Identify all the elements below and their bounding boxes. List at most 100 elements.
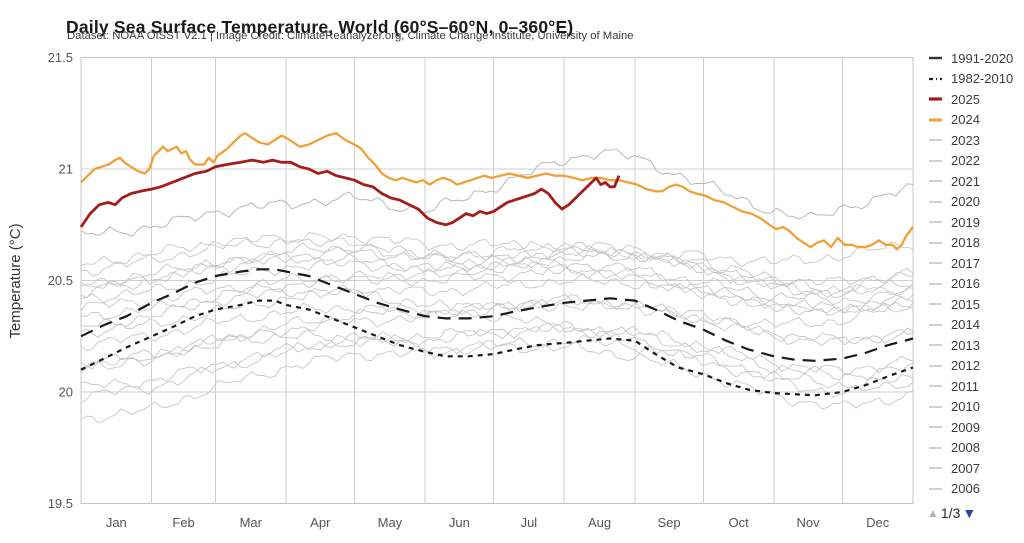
legend-swatch [929, 139, 942, 142]
series-line-2023 [80, 148, 914, 237]
legend-swatch [929, 180, 942, 183]
y-tick-label: 19.5 [48, 496, 73, 511]
series-line-2022 [80, 240, 914, 294]
legend-item-label: 1991-2020 [951, 50, 1014, 66]
x-tick-label: Feb [172, 515, 194, 530]
series-line-2020 [80, 232, 914, 299]
legend-item-label: 2009 [951, 419, 980, 435]
y-axis-title: Temperature (°C) [7, 223, 24, 338]
series-line-2015 [80, 241, 914, 320]
y-tick-label: 20.5 [48, 273, 73, 288]
x-tick-label: Mar [240, 515, 263, 530]
legend-item-2024[interactable]: 2024 [928, 110, 1013, 131]
series-line-2012 [80, 293, 914, 375]
series-line-2021 [80, 244, 913, 304]
series-line-2013 [80, 294, 914, 352]
legend-item-2018[interactable]: 2018 [928, 233, 1013, 254]
x-tick-label: Nov [797, 515, 821, 530]
series-line-2025 [79, 158, 621, 228]
legend-item-2011[interactable]: 2011 [928, 376, 1013, 397]
legend-page-up-icon[interactable]: ▲ [927, 506, 939, 520]
legend-swatch [929, 405, 942, 408]
legend-item-label: 2014 [951, 317, 980, 333]
legend-item-2012[interactable]: 2012 [928, 356, 1013, 377]
legend-swatch [929, 200, 942, 203]
legend-item-2019[interactable]: 2019 [928, 212, 1013, 233]
axis-labels: 21.5 21 20.5 20 19.5 Jan Feb Mar Apr May Jun Jul Aug… [7, 50, 890, 530]
legend-swatch [929, 159, 942, 162]
legend-item-2022[interactable]: 2022 [928, 151, 1013, 172]
series-line-2009 [80, 299, 914, 370]
series-lines [79, 132, 914, 424]
series-line-2007 [80, 329, 914, 410]
legend-swatch [929, 241, 942, 244]
series-line-2011 [80, 323, 914, 390]
x-tick-label: Aug [588, 515, 611, 530]
legend-item-2010[interactable]: 2010 [928, 397, 1013, 418]
legend-item-label: 2018 [951, 235, 980, 251]
legend-item-label: 2025 [951, 91, 980, 107]
legend-item-label: 2007 [951, 460, 980, 476]
legend-item-label: 2013 [951, 337, 980, 353]
grid [80, 57, 914, 504]
y-tick-label: 21.5 [48, 50, 73, 65]
series-line-2019 [80, 242, 914, 299]
legend-swatch [929, 467, 942, 470]
legend-item-2016[interactable]: 2016 [928, 274, 1013, 295]
legend-item-1991-2020[interactable]: 1991-2020 [928, 48, 1013, 69]
legend-item-1982-2010[interactable]: 1982-2010 [928, 69, 1013, 90]
legend-swatch [929, 426, 942, 429]
legend-item-2006[interactable]: 2006 [928, 479, 1013, 500]
legend-item-2008[interactable]: 2008 [928, 438, 1013, 459]
legend-swatch [929, 282, 942, 285]
series-line-2017 [80, 252, 914, 306]
legend-swatch [929, 487, 942, 490]
chart-legend: 1991-2020 1982-2010 2025 2024 2023 2022 2021 20… [928, 48, 1013, 499]
legend-item-2017[interactable]: 2017 [928, 253, 1013, 274]
x-tick-label: Jan [106, 515, 127, 530]
legend-item-2007[interactable]: 2007 [928, 458, 1013, 479]
legend-item-label: 2021 [951, 173, 980, 189]
series-line-2024 [80, 132, 914, 251]
page-title: Daily Sea Surface Temperature, World (60… [66, 16, 574, 37]
legend-item-label: 2019 [951, 214, 980, 230]
y-tick-label: 20 [59, 385, 73, 400]
legend-item-2021[interactable]: 2021 [928, 171, 1013, 192]
legend-item-label: 2011 [951, 378, 979, 394]
series-line-2006 [80, 320, 914, 404]
legend-swatch [929, 118, 942, 122]
legend-swatch [929, 221, 942, 224]
x-tick-label: Dec [866, 515, 890, 530]
legend-swatch [929, 77, 942, 80]
legend-swatch [929, 385, 942, 388]
legend-item-2009[interactable]: 2009 [928, 417, 1013, 438]
legend-item-label: 2006 [951, 481, 980, 497]
series-line-2016 [80, 234, 914, 314]
x-tick-label: Jul [521, 515, 538, 530]
legend-item-label: 2012 [951, 358, 980, 374]
legend-item-2013[interactable]: 2013 [928, 335, 1013, 356]
legend-item-label: 2022 [951, 153, 980, 169]
series-line-2010 [80, 284, 914, 389]
series-line-1982-2010 [80, 299, 914, 397]
legend-page-down-icon[interactable]: ▼ [962, 505, 977, 521]
legend-item-2015[interactable]: 2015 [928, 294, 1013, 315]
x-tick-label: Jun [449, 515, 470, 530]
legend-swatch [929, 446, 942, 449]
legend-item-label: 2016 [951, 276, 980, 292]
legend-item-label: 2008 [951, 440, 980, 456]
legend-item-2014[interactable]: 2014 [928, 315, 1013, 336]
legend-swatch [929, 57, 942, 60]
legend-item-label: 2024 [951, 112, 980, 128]
legend-item-label: 1982-2010 [951, 71, 1014, 87]
legend-swatch [929, 303, 942, 306]
legend-item-2025[interactable]: 2025 [928, 89, 1013, 110]
legend-item-2023[interactable]: 2023 [928, 130, 1013, 151]
legend-swatch [929, 97, 942, 101]
legend-swatch [929, 344, 942, 347]
legend-item-2020[interactable]: 2020 [928, 192, 1013, 213]
y-tick-label: 21 [59, 162, 73, 177]
legend-swatch [929, 262, 942, 265]
